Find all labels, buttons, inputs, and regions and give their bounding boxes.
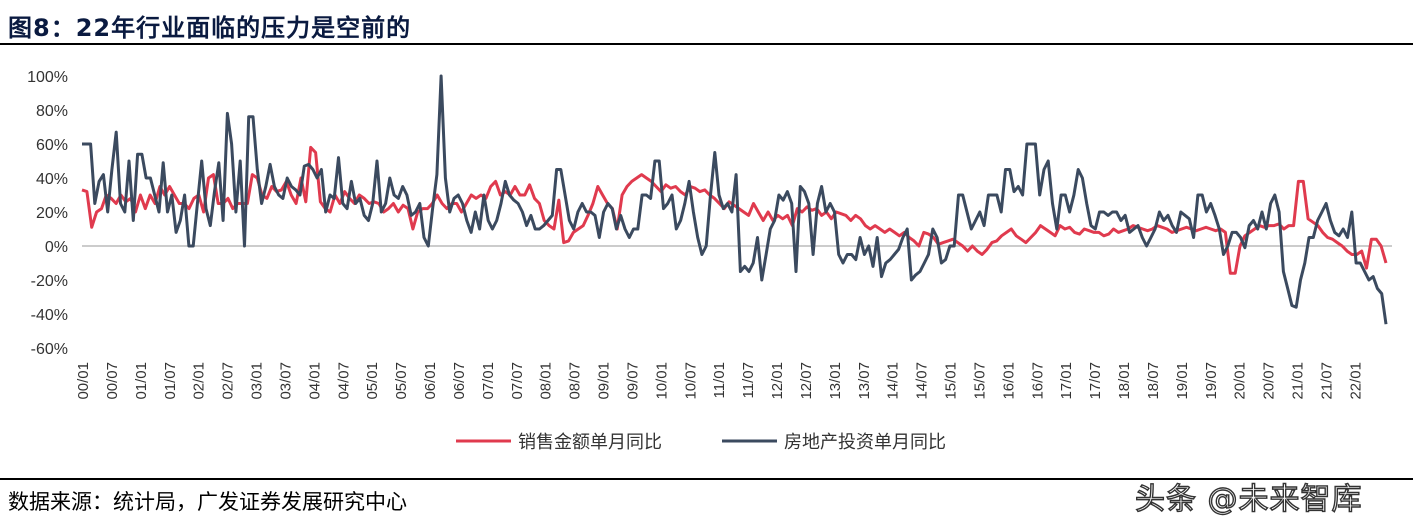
legend: 销售金额单月同比 房地产投资单月同比	[456, 432, 946, 453]
x-tick-label: 10/07	[682, 362, 699, 400]
x-tick-label: 10/01	[653, 362, 670, 400]
x-tick-label: 04/01	[306, 362, 323, 400]
series-line-sales	[81, 145, 1388, 275]
y-tick-label: 80%	[36, 103, 68, 120]
x-tick-label: 06/01	[422, 362, 439, 400]
x-tick-label: 01/07	[162, 362, 179, 400]
x-tick-label: 17/07	[1087, 362, 1104, 400]
y-tick-label: 60%	[36, 137, 68, 154]
series-line-investment	[82, 74, 1388, 325]
x-tick-label: 03/07	[277, 362, 294, 400]
x-tick-label: 09/01	[596, 362, 613, 400]
x-tick-label: 01/01	[133, 362, 150, 400]
y-axis: 100% 80% 60% 40% 20% 0% -20% -40% -60%	[27, 69, 68, 358]
y-tick-label: -20%	[31, 273, 68, 290]
series-layer	[81, 74, 1388, 325]
x-tick-label: 15/07	[971, 362, 988, 400]
x-tick-label: 08/01	[538, 362, 555, 400]
figure-title: 图8：22年行业面临的压力是空前的	[8, 14, 412, 42]
watermark: 头条 @未来智库	[1134, 481, 1363, 517]
source-note: 数据来源：统计局，广发证券发展研究中心	[8, 490, 407, 514]
x-tick-label: 14/07	[914, 362, 931, 400]
x-tick-label: 19/07	[1203, 362, 1220, 400]
x-tick-label: 18/01	[1116, 362, 1133, 400]
x-tick-label: 21/07	[1318, 362, 1335, 400]
x-tick-label: 20/01	[1232, 362, 1249, 400]
legend-label: 房地产投资单月同比	[784, 432, 946, 453]
bottom-rule	[0, 478, 1413, 480]
x-tick-label: 12/07	[798, 362, 815, 400]
x-tick-label: 09/07	[624, 362, 641, 400]
x-tick-label: 02/01	[191, 362, 208, 400]
y-tick-label: 20%	[36, 205, 68, 222]
x-tick-label: 16/01	[1000, 362, 1017, 400]
x-tick-label: 00/07	[104, 362, 121, 400]
x-tick-label: 04/07	[335, 362, 352, 400]
x-tick-label: 13/07	[856, 362, 873, 400]
x-tick-label: 06/07	[451, 362, 468, 400]
x-tick-label: 08/07	[567, 362, 584, 400]
x-tick-label: 15/01	[943, 362, 960, 400]
x-tick-label: 22/01	[1347, 362, 1364, 400]
x-tick-label: 21/01	[1290, 362, 1307, 400]
x-tick-label: 07/07	[509, 362, 526, 400]
x-tick-label: 13/01	[827, 362, 844, 400]
x-tick-label: 02/07	[220, 362, 237, 400]
y-tick-label: 100%	[27, 69, 68, 86]
y-tick-label: 40%	[36, 171, 68, 188]
x-tick-label: 00/01	[75, 362, 92, 400]
top-rule	[0, 43, 1413, 45]
x-tick-label: 11/01	[711, 362, 728, 398]
x-tick-label: 20/07	[1261, 362, 1278, 400]
x-tick-label: 12/01	[769, 362, 786, 400]
x-tick-label: 11/07	[740, 362, 757, 398]
x-tick-label: 03/01	[249, 362, 266, 400]
x-tick-label: 07/01	[480, 362, 497, 400]
y-tick-label: -40%	[31, 307, 68, 324]
y-tick-label: -60%	[31, 341, 68, 358]
chart-area: 100%80%60%40%20%0%-20%-40%-60% 00/01 00/0…	[27, 69, 1392, 453]
x-tick-label: 16/07	[1029, 362, 1046, 400]
legend-label: 销售金额单月同比	[518, 432, 662, 453]
x-tick-label: 19/01	[1174, 362, 1191, 400]
y-tick-label: 0%	[45, 239, 68, 256]
x-tick-label: 18/07	[1145, 362, 1162, 400]
x-tick-label: 05/07	[393, 362, 410, 400]
x-tick-label: 05/01	[364, 362, 381, 400]
x-axis: 00/01 00/07 01/01 01/07 02/01 02/07 03/01 03/07…	[75, 245, 1392, 400]
x-tick-label: 17/01	[1058, 362, 1075, 400]
x-tick-label: 14/01	[885, 362, 902, 400]
